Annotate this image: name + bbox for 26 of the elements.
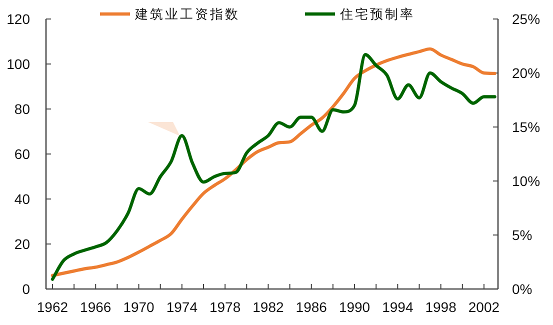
y-tick-label: 40 [14,191,30,207]
y2-tick-label: 10% [512,173,540,189]
x-tick-label: 1978 [209,299,241,315]
y2-tick-label: 20% [512,65,540,81]
y2-tick-label: 5% [512,227,532,243]
x-tick-label: 1962 [36,299,68,315]
y-tick-label: 120 [6,11,30,27]
x-tick-label: 1970 [123,299,155,315]
y-tick-label: 0 [22,281,30,297]
x-tick-label: 2002 [468,299,500,315]
y-tick-label: 100 [6,56,30,72]
x-tick-label: 1966 [80,299,112,315]
x-tick-label: 1986 [296,299,328,315]
x-tick-label: 1982 [252,299,284,315]
y2-tick-label: 0% [512,281,532,297]
y-tick-label: 60 [14,146,30,162]
y2-tick-label: 25% [512,11,540,27]
x-tick-label: 1994 [382,299,414,315]
y2-tick-label: 15% [512,119,540,135]
legend-label: 建筑业工资指数 [134,6,240,22]
x-tick-label: 1990 [338,299,370,315]
x-tick-label: 1998 [425,299,457,315]
y-tick-label: 80 [14,101,30,117]
legend-label: 住宅预制率 [339,6,415,22]
x-tick-label: 1974 [166,299,198,315]
y-tick-label: 20 [14,236,30,252]
